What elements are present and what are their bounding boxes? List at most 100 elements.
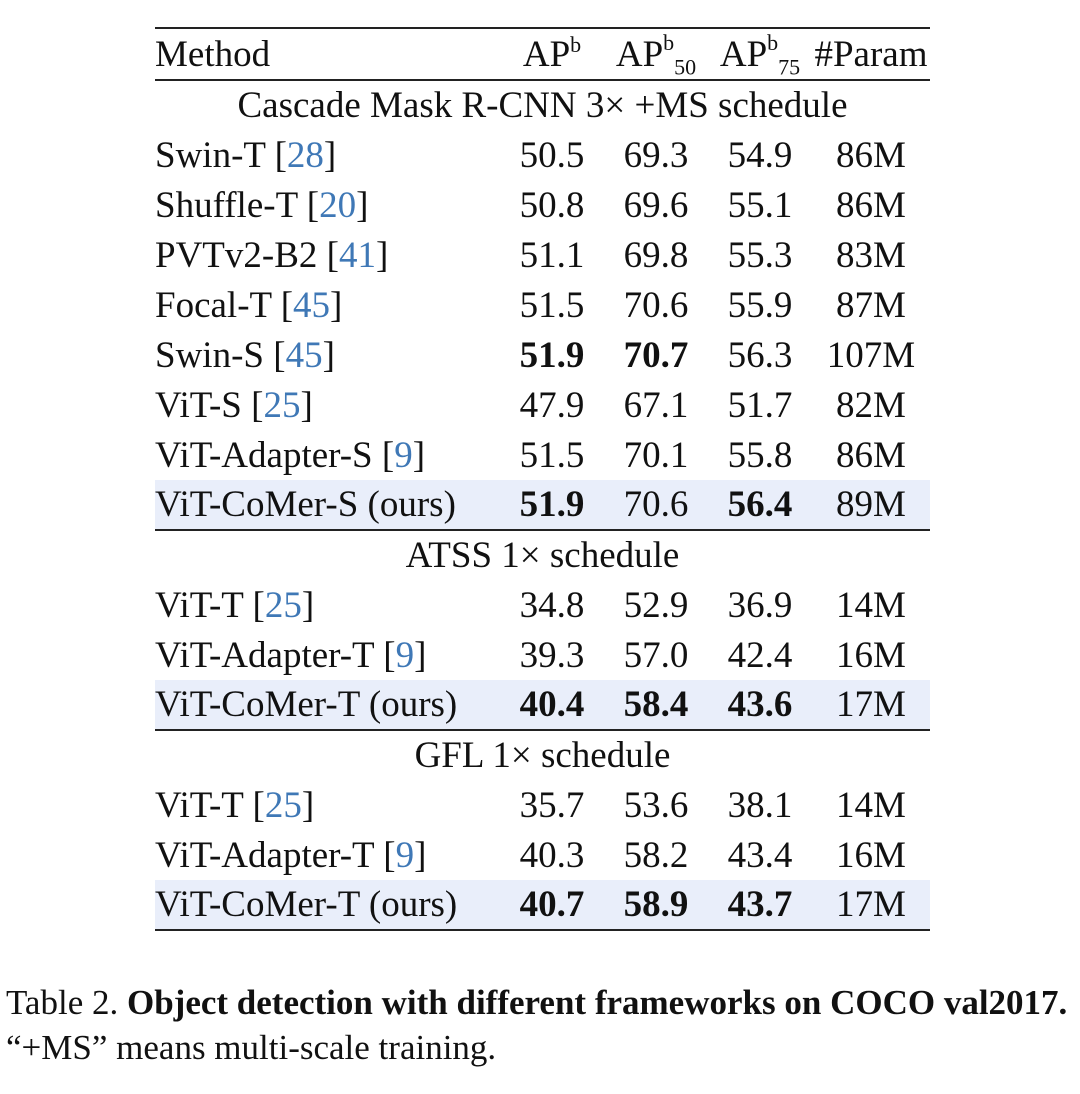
citation-link[interactable]: 45 [285, 334, 323, 376]
citation-link[interactable]: 25 [263, 384, 301, 426]
ap75-value: 55.9 [727, 284, 793, 326]
table-row: ViT-CoMer-T (ours) 40.4 58.4 43.6 17M [155, 680, 930, 730]
param-value: 87M [836, 284, 906, 326]
method-name: ViT-S [155, 384, 252, 426]
method-name: ViT-Adapter-T [155, 634, 384, 676]
param-value: 107M [826, 334, 916, 376]
method-cell: Shuffle-T [20] [155, 184, 369, 226]
method-cell: ViT-Adapter-S [9] [155, 434, 426, 476]
section-header-row: ATSS 1× schedule [155, 530, 930, 580]
ap75-value: 38.1 [727, 784, 793, 826]
method-name: Swin-S [155, 334, 274, 376]
ap50-value: 70.7 [623, 334, 689, 376]
ap50-value: 70.6 [623, 484, 689, 525]
param-value: 86M [836, 434, 906, 476]
table-caption: Table 2. Object detection with different… [6, 980, 1080, 1070]
ap-value: 51.5 [519, 434, 585, 476]
ap-value: 40.4 [519, 684, 585, 725]
ap50-value: 58.4 [623, 684, 689, 725]
ap75-value: 43.7 [727, 884, 793, 925]
ap50-value: 53.6 [623, 784, 689, 826]
ap50-value: 57.0 [623, 634, 689, 676]
param-value: 16M [836, 634, 906, 676]
ap-value: 51.1 [519, 234, 585, 276]
citation-link[interactable]: 25 [264, 584, 302, 626]
section-title: Cascade Mask R-CNN 3× +MS schedule [237, 85, 848, 126]
method-cell: ViT-S [25] [155, 384, 313, 426]
header-ap-sup: b [570, 31, 582, 57]
method-cell: ViT-Adapter-T [9] [155, 834, 427, 876]
citation-link[interactable]: 9 [395, 834, 415, 876]
citation-link[interactable]: 28 [286, 134, 324, 176]
ap-value: 51.9 [519, 484, 585, 525]
method-cell: ViT-CoMer-T (ours) [155, 880, 500, 930]
method-name: ViT-CoMer-T (ours) [155, 684, 458, 725]
ap75-value: 43.6 [727, 684, 793, 725]
header-ap75-sup: b [767, 29, 779, 55]
header-ap75-sub: 75 [778, 53, 801, 79]
header-ap50: APb50 [604, 28, 708, 80]
ap75-value: 55.1 [727, 184, 793, 226]
header-ap50-sub: 50 [674, 53, 697, 79]
section-title: ATSS 1× schedule [405, 535, 680, 576]
results-table-container: Method APb APb50 APb75 #Param Cascade Ma… [155, 27, 930, 931]
ap-value: 40.3 [519, 834, 585, 876]
param-value: 14M [836, 784, 906, 826]
method-cell: ViT-T [25] [155, 584, 315, 626]
ap-value: 47.9 [519, 384, 585, 426]
citation-link[interactable]: 9 [395, 634, 415, 676]
method-cell: Swin-T [28] [155, 134, 337, 176]
header-ap50-sup: b [663, 29, 675, 55]
caption-text: “+MS” means multi-scale training. [6, 1028, 497, 1067]
method-cell: ViT-T [25] [155, 784, 315, 826]
header-ap50-base: AP [615, 33, 664, 75]
ap-value: 34.8 [519, 584, 585, 626]
table-row: Shuffle-T [20] 50.8 69.6 55.1 86M [155, 180, 930, 230]
table-row: Focal-T [45] 51.5 70.6 55.9 87M [155, 280, 930, 330]
ap50-value: 58.9 [623, 884, 689, 925]
method-name: ViT-CoMer-T (ours) [155, 884, 458, 925]
ap75-value: 56.4 [727, 484, 793, 525]
method-cell: Focal-T [45] [155, 284, 343, 326]
method-name: ViT-T [155, 584, 253, 626]
citation-link[interactable]: 20 [319, 184, 357, 226]
ap50-value: 69.6 [623, 184, 689, 226]
table-row: PVTv2-B2 [41] 51.1 69.8 55.3 83M [155, 230, 930, 280]
table-row: ViT-Adapter-T [9] 40.3 58.2 43.4 16M [155, 830, 930, 880]
citation-link[interactable]: 45 [293, 284, 331, 326]
method-cell: ViT-CoMer-T (ours) [155, 680, 500, 730]
header-method: Method [155, 33, 271, 75]
header-row: Method APb APb50 APb75 #Param [155, 28, 930, 80]
ap-value: 39.3 [519, 634, 585, 676]
ap75-value: 54.9 [727, 134, 793, 176]
header-ap75-base: AP [719, 33, 768, 75]
header-param: #Param [814, 33, 928, 75]
citation-link[interactable]: 41 [338, 234, 376, 276]
method-name: Shuffle-T [155, 184, 307, 226]
ap-value: 51.5 [519, 284, 585, 326]
ap75-value: 42.4 [727, 634, 793, 676]
ap-value: 35.7 [519, 784, 585, 826]
table-row: Swin-T [28] 50.5 69.3 54.9 86M [155, 130, 930, 180]
ap50-value: 69.3 [623, 134, 689, 176]
caption-label: Table 2. [6, 983, 127, 1022]
ap75-value: 55.3 [727, 234, 793, 276]
ap-value: 50.8 [519, 184, 585, 226]
table-row: ViT-T [25] 34.8 52.9 36.9 14M [155, 580, 930, 630]
method-name: PVTv2-B2 [155, 234, 327, 276]
param-value: 86M [836, 184, 906, 226]
section-header-row: GFL 1× schedule [155, 730, 930, 780]
param-value: 82M [836, 384, 906, 426]
table-row: ViT-CoMer-T (ours) 40.7 58.9 43.7 17M [155, 880, 930, 930]
table-row: ViT-CoMer-S (ours) 51.9 70.6 56.4 89M [155, 480, 930, 530]
ap50-value: 67.1 [623, 384, 689, 426]
ap50-value: 70.1 [623, 434, 689, 476]
citation-link[interactable]: 9 [394, 434, 413, 476]
method-cell: ViT-Adapter-T [9] [155, 634, 427, 676]
section-header-row: Cascade Mask R-CNN 3× +MS schedule [155, 80, 930, 130]
table-row: Swin-S [45] 51.9 70.7 56.3 107M [155, 330, 930, 380]
param-value: 17M [836, 884, 906, 925]
citation-link[interactable]: 25 [264, 784, 302, 826]
param-value: 16M [836, 834, 906, 876]
header-ap75: APb75 [708, 28, 812, 80]
